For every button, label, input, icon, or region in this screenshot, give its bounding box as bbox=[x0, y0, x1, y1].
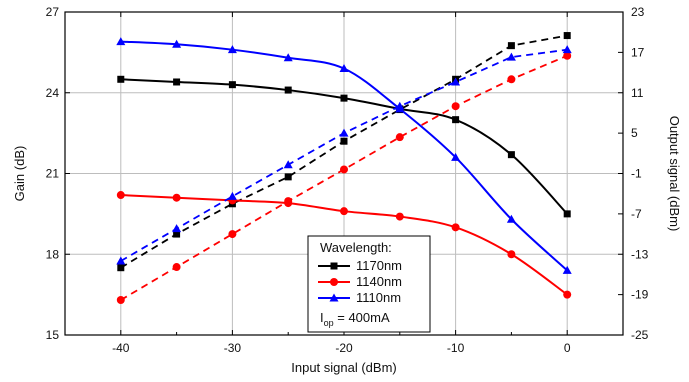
right-y-tick-label: -7 bbox=[631, 207, 642, 221]
output-point-1140nm bbox=[395, 133, 404, 142]
right-y-tick-label: -19 bbox=[631, 288, 649, 302]
series-1140nm bbox=[116, 51, 572, 305]
legend-note-rest: = 400mA bbox=[334, 310, 390, 325]
legend-title: Wavelength: bbox=[320, 240, 392, 255]
output-point-1140nm bbox=[563, 51, 572, 60]
output-point-1110nm bbox=[227, 191, 237, 200]
right-y-tick-label: 5 bbox=[631, 126, 638, 140]
left-y-tick-label: 24 bbox=[46, 86, 60, 100]
axis-ticks: -40 -30 -20 -10 01518212427-25-19-13-7-15111… bbox=[46, 5, 649, 355]
left-y-tick-label: 15 bbox=[46, 328, 60, 342]
legend-entry-1140nm: 1140nm bbox=[318, 274, 402, 289]
gain-point-1110nm bbox=[395, 104, 405, 113]
gain-point-1170nm bbox=[117, 75, 125, 83]
legend-label: 1110nm bbox=[356, 290, 401, 305]
gain-point-1110nm bbox=[562, 265, 572, 274]
legend-note-main: I bbox=[320, 310, 324, 325]
gain-point-1170nm bbox=[284, 86, 292, 94]
gain-point-1110nm bbox=[283, 53, 293, 62]
gain-point-1170nm bbox=[340, 94, 348, 102]
gain-point-1170nm bbox=[507, 151, 515, 159]
legend-swatch-marker bbox=[329, 293, 339, 302]
right-y-tick-label: 11 bbox=[631, 86, 644, 100]
right-y-tick-label: -13 bbox=[631, 247, 649, 261]
left-y-axis-title: Gain (dB) bbox=[12, 146, 27, 202]
gain-point-1140nm bbox=[395, 212, 404, 221]
legend-note-sub: op bbox=[324, 318, 334, 328]
output-point-1170nm bbox=[284, 173, 292, 181]
output-point-1110nm bbox=[506, 52, 516, 61]
legend-label: 1170nm bbox=[356, 258, 402, 273]
legend-label: 1140nm bbox=[356, 274, 402, 289]
output-point-1170nm bbox=[340, 137, 348, 145]
left-y-tick-label: 18 bbox=[46, 247, 60, 261]
legend-swatch-marker bbox=[330, 278, 338, 286]
gain-point-1110nm bbox=[116, 37, 126, 46]
output-point-1110nm bbox=[172, 224, 182, 233]
x-tick-label: -40 bbox=[112, 341, 130, 355]
output-point-1140nm bbox=[116, 296, 125, 305]
gain-point-1140nm bbox=[116, 191, 125, 200]
output-point-1140nm bbox=[228, 230, 237, 239]
left-y-tick-label: 27 bbox=[46, 5, 60, 19]
x-tick-label: -10 bbox=[447, 341, 465, 355]
right-y-axis-title: Output signal (dBm) bbox=[667, 116, 682, 232]
gain-point-1110nm bbox=[172, 39, 182, 48]
output-point-1140nm bbox=[451, 102, 460, 111]
output-point-1170nm bbox=[117, 264, 125, 272]
gain-point-1170nm bbox=[563, 210, 571, 218]
legend-swatch-marker bbox=[330, 262, 338, 270]
x-tick-label: 0 bbox=[564, 341, 571, 355]
gain-point-1140nm bbox=[284, 199, 293, 208]
output-point-1110nm bbox=[339, 128, 349, 137]
right-y-tick-label: 23 bbox=[631, 5, 645, 19]
x-axis-title: Input signal (dBm) bbox=[291, 360, 397, 375]
legend-box bbox=[307, 235, 431, 333]
right-y-tick-label: 17 bbox=[631, 45, 645, 59]
left-y-tick-label: 21 bbox=[46, 167, 60, 181]
legend-entry-1110nm: 1110nm bbox=[318, 290, 401, 305]
series-layer bbox=[116, 32, 572, 305]
gain-point-1140nm bbox=[563, 290, 572, 299]
output-point-1110nm bbox=[116, 256, 126, 265]
output-point-1170nm bbox=[507, 42, 515, 50]
gain-point-1110nm bbox=[506, 214, 516, 223]
output-point-1110nm bbox=[283, 160, 293, 169]
x-tick-label: -30 bbox=[224, 341, 242, 355]
gain-point-1110nm bbox=[339, 64, 349, 73]
output-point-1140nm bbox=[172, 263, 181, 272]
gain-point-1170nm bbox=[452, 116, 460, 124]
gain-line-1170nm bbox=[120, 78, 568, 215]
legend-entry-1170nm: 1170nm bbox=[318, 258, 402, 273]
output-point-1110nm bbox=[451, 77, 461, 86]
gain-point-1140nm bbox=[340, 207, 348, 216]
gain-point-1170nm bbox=[228, 81, 236, 89]
x-tick-label: -20 bbox=[335, 341, 353, 355]
right-y-tick-label: -25 bbox=[631, 328, 649, 342]
gain-point-1110nm bbox=[227, 45, 237, 54]
series-1110nm bbox=[116, 37, 572, 274]
output-point-1110nm bbox=[562, 45, 572, 54]
gain-point-1170nm bbox=[173, 78, 181, 86]
output-point-1140nm bbox=[340, 165, 348, 174]
right-y-tick-label: -1 bbox=[631, 167, 642, 181]
output-point-1140nm bbox=[507, 75, 516, 84]
output-point-1170nm bbox=[563, 32, 571, 40]
gain-point-1140nm bbox=[172, 193, 181, 202]
legend-note: Iop = 400mA bbox=[320, 310, 390, 328]
gain-point-1140nm bbox=[507, 250, 516, 259]
gain-point-1140nm bbox=[451, 223, 460, 232]
gain-point-1110nm bbox=[451, 152, 461, 161]
output-point-1170nm bbox=[173, 230, 181, 238]
gain-line-1110nm bbox=[120, 40, 568, 272]
